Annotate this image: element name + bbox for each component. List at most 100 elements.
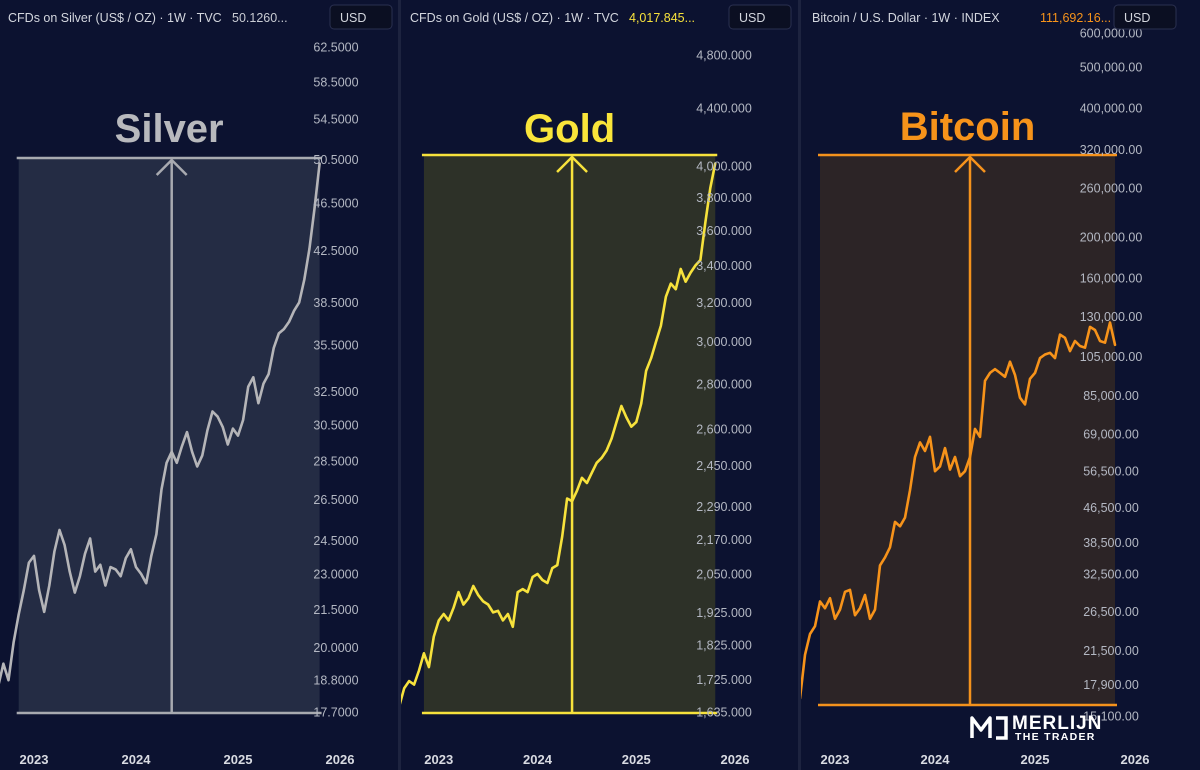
silver-header: CFDs on Silver (US$ / OZ) · 1W · TVC bbox=[8, 11, 222, 25]
silver-range-box bbox=[18, 158, 320, 713]
y-tick-label: 600,000.00 bbox=[1080, 27, 1143, 41]
y-tick-label: 20.0000 bbox=[313, 641, 358, 655]
y-tick-label: 26.5000 bbox=[313, 493, 358, 507]
y-tick-label: 17.7000 bbox=[313, 706, 358, 720]
y-tick-label: 32.5000 bbox=[313, 385, 358, 399]
x-tick-label: 2024 bbox=[921, 752, 951, 767]
silver-chart-title: Silver bbox=[115, 107, 224, 151]
silver-panel: Silver 62.5000 58.5000 54.5000 50.5000 46.500… bbox=[0, 4, 393, 767]
y-tick-label: 18.8000 bbox=[313, 674, 358, 688]
currency-label: USD bbox=[340, 11, 366, 25]
x-tick-label: 2025 bbox=[622, 752, 651, 767]
y-tick-label: 2,170.000 bbox=[696, 533, 752, 547]
y-tick-label: 1,725.000 bbox=[696, 673, 752, 687]
y-tick-label: 42.5000 bbox=[313, 244, 358, 258]
bitcoin-arrow-head bbox=[954, 155, 986, 173]
y-tick-label: 24.5000 bbox=[313, 534, 358, 548]
merlijn-logo-mark bbox=[996, 716, 1008, 740]
y-tick-label: 1,925.000 bbox=[696, 606, 752, 620]
merlijn-logo-icon bbox=[970, 716, 992, 738]
y-tick-label: 46,500.00 bbox=[1083, 501, 1139, 515]
bitcoin-panel: Bitcoin 600,000.00 500,000.00 400,000.00 320… bbox=[801, 4, 1177, 767]
gold-currency-button[interactable]: USD bbox=[728, 4, 792, 30]
watermark-line2: THE TRADER bbox=[1015, 731, 1096, 743]
y-tick-label: 2,800.000 bbox=[696, 377, 752, 391]
y-tick-label: 160,000.00 bbox=[1080, 272, 1143, 286]
bitcoin-chart-title: Bitcoin bbox=[900, 105, 1036, 149]
gold-header: CFDs on Gold (US$ / OZ) · 1W · TVC bbox=[410, 11, 619, 25]
y-tick-label: 260,000.00 bbox=[1080, 182, 1143, 196]
y-tick-label: 3,000.000 bbox=[696, 335, 752, 349]
panel-separator bbox=[398, 0, 401, 770]
gold-arrow-head bbox=[556, 155, 588, 173]
y-tick-label: 130,000.00 bbox=[1080, 310, 1143, 324]
y-tick-label: 2,600.000 bbox=[696, 423, 752, 437]
y-tick-label: 1,635.000 bbox=[696, 706, 752, 720]
y-tick-label: 1,825.000 bbox=[696, 638, 752, 652]
y-tick-label: 26,500.00 bbox=[1083, 605, 1139, 619]
y-tick-label: 50.5000 bbox=[313, 153, 358, 167]
y-tick-label: 4,400.000 bbox=[696, 102, 752, 116]
y-tick-label: 2,050.000 bbox=[696, 568, 752, 582]
x-tick-label: 2023 bbox=[20, 752, 49, 767]
y-tick-label: 85,000.00 bbox=[1083, 389, 1139, 403]
y-tick-label: 38,500.00 bbox=[1083, 536, 1139, 550]
gold-last-price: 4,017.845... bbox=[629, 11, 695, 25]
gold-range-box bbox=[423, 155, 716, 713]
currency-label: USD bbox=[739, 11, 765, 25]
y-tick-label: 400,000.00 bbox=[1080, 102, 1143, 116]
silver-currency-button[interactable]: USD bbox=[329, 4, 393, 30]
x-tick-label: 2025 bbox=[224, 752, 253, 767]
y-tick-label: 200,000.00 bbox=[1080, 230, 1143, 244]
y-tick-label: 2,450.000 bbox=[696, 459, 752, 473]
x-tick-label: 2023 bbox=[821, 752, 850, 767]
y-tick-label: 105,000.00 bbox=[1080, 350, 1143, 364]
y-tick-label: 38.5000 bbox=[313, 296, 358, 310]
y-tick-label: 28.5000 bbox=[313, 454, 358, 468]
y-tick-label: 3,400.000 bbox=[696, 259, 752, 273]
x-tick-label: 2026 bbox=[721, 752, 750, 767]
y-tick-label: 54.5000 bbox=[313, 113, 358, 127]
bitcoin-header: Bitcoin / U.S. Dollar · 1W · INDEX bbox=[812, 11, 1000, 25]
y-tick-label: 21,500.00 bbox=[1083, 644, 1139, 658]
y-tick-label: 4,000.000 bbox=[696, 160, 752, 174]
y-tick-label: 21.5000 bbox=[313, 603, 358, 617]
y-tick-label: 46.5000 bbox=[313, 196, 358, 210]
y-tick-label: 69,000.00 bbox=[1083, 428, 1139, 442]
bitcoin-currency-button[interactable]: USD bbox=[1113, 4, 1177, 30]
y-tick-label: 4,800.000 bbox=[696, 49, 752, 63]
y-tick-label: 62.5000 bbox=[313, 41, 358, 55]
bitcoin-last-price: 111,692.16... bbox=[1040, 11, 1111, 25]
y-tick-label: 320,000.00 bbox=[1080, 143, 1143, 157]
x-tick-label: 2026 bbox=[1121, 752, 1150, 767]
y-tick-label: 500,000.00 bbox=[1080, 60, 1143, 74]
gold-chart-title: Gold bbox=[524, 107, 615, 151]
y-tick-label: 58.5000 bbox=[313, 75, 358, 89]
x-tick-label: 2023 bbox=[424, 752, 453, 767]
currency-label: USD bbox=[1124, 11, 1150, 25]
y-tick-label: 3,600.000 bbox=[696, 224, 752, 238]
y-tick-label: 23.0000 bbox=[313, 567, 358, 581]
x-tick-label: 2025 bbox=[1021, 752, 1050, 767]
silver-last-price: 50.1260... bbox=[232, 11, 288, 25]
bitcoin-range-box bbox=[820, 155, 1115, 705]
y-tick-label: 2,290.000 bbox=[696, 500, 752, 514]
silver-arrow-head bbox=[155, 158, 188, 176]
silver-series-line bbox=[0, 162, 321, 685]
y-tick-label: 15,100.00 bbox=[1083, 710, 1139, 724]
panel-separator bbox=[798, 0, 801, 770]
bitcoin-series-line bbox=[801, 321, 1117, 700]
x-tick-label: 2024 bbox=[122, 752, 152, 767]
y-tick-label: 17,900.00 bbox=[1083, 678, 1139, 692]
gold-series-line bbox=[401, 162, 717, 705]
x-tick-label: 2026 bbox=[326, 752, 355, 767]
x-tick-label: 2024 bbox=[523, 752, 553, 767]
y-tick-label: 35.5000 bbox=[313, 339, 358, 353]
y-tick-label: 3,800.000 bbox=[696, 191, 752, 205]
y-tick-label: 3,200.000 bbox=[696, 296, 752, 310]
y-tick-label: 32,500.00 bbox=[1083, 567, 1139, 581]
gold-panel: Gold 4,800.000 4,400.000 4,000.000 3,800.000… bbox=[401, 4, 792, 767]
watermark-line1: MERLIJN bbox=[1012, 713, 1102, 734]
